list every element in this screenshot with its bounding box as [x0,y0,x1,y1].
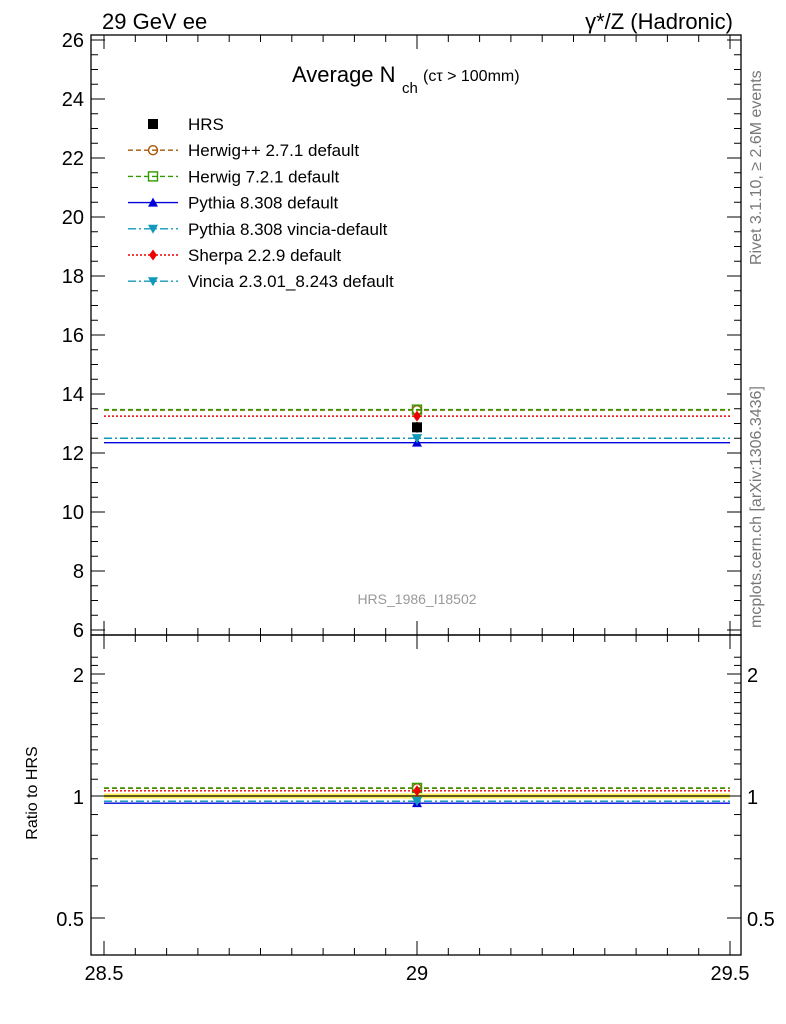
rivet-note: Rivet 3.1.10, ≥ 2.6M events [748,70,765,265]
main-ytick-label: 12 [62,443,84,465]
legend-marker [148,197,158,207]
plot-title-subscript: ch [402,80,418,97]
main-ytick-label: 20 [62,207,84,229]
x-tick-labels: 28.5 29 29.5 [85,35,750,985]
ratio-series-marker [412,797,422,807]
analysis-label: HRS_1986_I18502 [357,591,476,607]
legend-marker [147,171,159,182]
ratio-ytick-label: 2 [73,665,84,687]
legend-marker [147,144,159,156]
ratio-panel-frame [90,634,742,956]
ratio-series-group [104,782,730,808]
legend-entry-label: Pythia 8.308 default [188,194,339,213]
header-right-title: γ*/Z (Hadronic) [585,9,733,34]
legend-entry-label: Vincia 2.3.01_8.243 default [188,272,394,291]
plot-title-main: Average N [292,62,396,87]
legend-marker [148,119,158,129]
main-series-marker [413,410,421,422]
legend-entry-label: Sherpa 2.2.9 default [188,246,341,265]
ratio-ytick-label-right: 0.5 [747,909,775,931]
ratio-ytick-label: 1 [73,787,84,809]
main-ytick-label: 22 [62,148,84,170]
xtick-label: 28.5 [85,963,124,985]
legend-marker [149,249,157,261]
mcplots-note: mcplots.cern.ch [arXiv:1306.3436] [748,386,765,628]
main-series-group [104,404,730,447]
legend-marker [148,224,158,234]
plot-title-cut: (cτ > 100mm) [423,68,520,85]
ratio-ytick-label-right: 1 [747,787,758,809]
legend: HRS Herwig++ 2.7.1 default Herwig 7.2.1 de… [128,115,394,291]
ratio-series-marker [413,785,421,797]
main-ticks: 6 8 10 12 14 16 18 20 22 24 26 [62,30,741,642]
main-ytick-label: 6 [73,620,84,642]
main-ytick-label: 16 [62,325,84,347]
main-ytick-label: 14 [62,384,84,406]
legend-entry-label: Herwig 7.2.1 default [188,167,339,186]
ratio-ylabel: Ratio to HRS [24,746,41,839]
legend-marker [148,277,158,287]
main-ytick-label: 10 [62,502,84,524]
main-ytick-label: 24 [62,89,84,111]
legend-entry-label: Herwig++ 2.7.1 default [188,141,359,160]
header-left-title: 29 GeV ee [102,9,207,34]
xtick-label: 29.5 [711,963,750,985]
main-ytick-label: 8 [73,561,84,583]
main-series-marker [412,434,422,444]
ratio-ticks: 0.5 0.5 1 1 2 2 [56,656,775,931]
ratio-ytick-label: 0.5 [56,909,84,931]
main-ytick-label: 18 [62,266,84,288]
ratio-ytick-label-right: 2 [747,665,758,687]
legend-entry-label: HRS [188,115,224,134]
main-ytick-label: 26 [62,30,84,52]
xtick-label: 29 [406,963,428,985]
legend-entry-label: Pythia 8.308 vincia-default [188,220,388,239]
